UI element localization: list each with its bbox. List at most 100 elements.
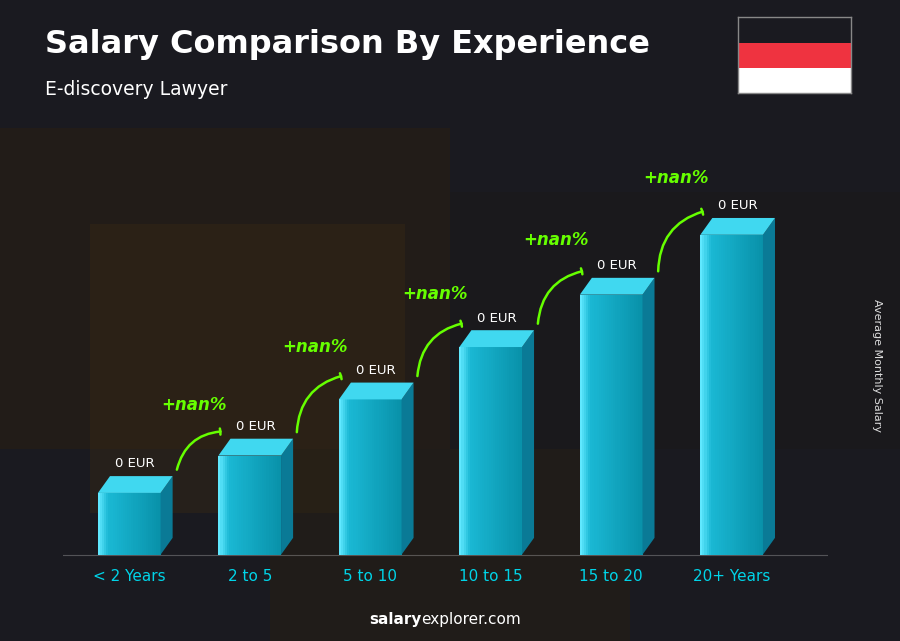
Polygon shape bbox=[643, 278, 654, 554]
Bar bbox=[266, 456, 268, 554]
Bar bbox=[270, 449, 630, 641]
Bar bbox=[354, 399, 356, 554]
Bar bbox=[111, 493, 112, 554]
Bar bbox=[146, 493, 148, 554]
Polygon shape bbox=[160, 476, 173, 554]
Bar bbox=[249, 456, 252, 554]
Bar bbox=[594, 295, 597, 554]
Bar bbox=[481, 347, 482, 554]
Bar bbox=[235, 456, 238, 554]
Bar bbox=[738, 42, 850, 68]
Text: 0 EUR: 0 EUR bbox=[718, 199, 758, 212]
Bar bbox=[619, 295, 622, 554]
Bar bbox=[616, 295, 617, 554]
Bar bbox=[140, 493, 142, 554]
Bar bbox=[341, 399, 343, 554]
Bar bbox=[605, 295, 608, 554]
Bar bbox=[364, 399, 366, 554]
Bar bbox=[258, 456, 260, 554]
Bar bbox=[719, 235, 721, 554]
Bar bbox=[256, 456, 258, 554]
Bar bbox=[717, 235, 719, 554]
Bar bbox=[385, 399, 387, 554]
Bar bbox=[754, 235, 757, 554]
Polygon shape bbox=[763, 218, 775, 554]
Text: 0 EUR: 0 EUR bbox=[356, 364, 396, 377]
Bar bbox=[632, 295, 634, 554]
Bar bbox=[127, 493, 130, 554]
Bar bbox=[130, 493, 131, 554]
Bar bbox=[100, 493, 103, 554]
Bar bbox=[738, 235, 740, 554]
Bar bbox=[268, 456, 271, 554]
Bar bbox=[360, 399, 362, 554]
Text: salary: salary bbox=[369, 612, 421, 627]
Bar bbox=[254, 456, 256, 554]
Bar bbox=[246, 456, 248, 554]
Polygon shape bbox=[281, 438, 293, 554]
Bar bbox=[491, 347, 493, 554]
Bar bbox=[347, 399, 349, 554]
Text: 0 EUR: 0 EUR bbox=[477, 312, 517, 324]
Bar bbox=[622, 295, 624, 554]
Bar bbox=[225, 456, 227, 554]
Bar bbox=[357, 399, 360, 554]
Bar bbox=[495, 347, 497, 554]
Polygon shape bbox=[459, 330, 534, 347]
Bar bbox=[752, 235, 755, 554]
Bar bbox=[626, 295, 628, 554]
Bar bbox=[736, 235, 738, 554]
Bar bbox=[119, 493, 121, 554]
Bar bbox=[273, 456, 274, 554]
Bar bbox=[339, 399, 341, 554]
Bar bbox=[738, 93, 850, 118]
Bar bbox=[740, 235, 742, 554]
Bar bbox=[478, 347, 481, 554]
Bar bbox=[706, 235, 709, 554]
Bar bbox=[158, 493, 161, 554]
Bar bbox=[392, 399, 393, 554]
Text: Average Monthly Salary: Average Monthly Salary bbox=[872, 299, 883, 432]
Bar bbox=[592, 295, 595, 554]
Text: +nan%: +nan% bbox=[402, 285, 468, 303]
Bar bbox=[465, 347, 468, 554]
Text: 0 EUR: 0 EUR bbox=[115, 458, 155, 470]
Bar bbox=[609, 295, 611, 554]
Bar bbox=[482, 347, 484, 554]
Bar bbox=[220, 456, 222, 554]
Bar bbox=[705, 235, 706, 554]
Bar bbox=[349, 399, 352, 554]
Bar bbox=[376, 399, 379, 554]
Bar bbox=[472, 347, 474, 554]
Bar bbox=[641, 295, 643, 554]
Bar bbox=[248, 456, 250, 554]
Polygon shape bbox=[700, 218, 775, 235]
Bar bbox=[708, 235, 711, 554]
Bar bbox=[516, 347, 517, 554]
Bar bbox=[738, 68, 850, 93]
Bar bbox=[724, 235, 725, 554]
Text: explorer.com: explorer.com bbox=[421, 612, 521, 627]
Bar bbox=[497, 347, 500, 554]
Bar bbox=[389, 399, 392, 554]
Polygon shape bbox=[580, 278, 654, 295]
Bar bbox=[274, 456, 277, 554]
Bar bbox=[751, 235, 752, 554]
Bar bbox=[734, 235, 736, 554]
Bar bbox=[277, 456, 279, 554]
Bar bbox=[108, 493, 111, 554]
Bar bbox=[106, 493, 109, 554]
Bar bbox=[136, 493, 138, 554]
Bar bbox=[613, 295, 616, 554]
Text: Salary Comparison By Experience: Salary Comparison By Experience bbox=[45, 29, 650, 60]
Bar bbox=[241, 456, 244, 554]
Bar bbox=[505, 347, 508, 554]
Bar bbox=[713, 235, 715, 554]
Bar bbox=[381, 399, 382, 554]
Bar bbox=[373, 399, 374, 554]
Bar bbox=[271, 456, 273, 554]
Bar bbox=[499, 347, 501, 554]
Bar bbox=[222, 456, 225, 554]
Bar bbox=[125, 493, 127, 554]
Bar bbox=[638, 295, 641, 554]
